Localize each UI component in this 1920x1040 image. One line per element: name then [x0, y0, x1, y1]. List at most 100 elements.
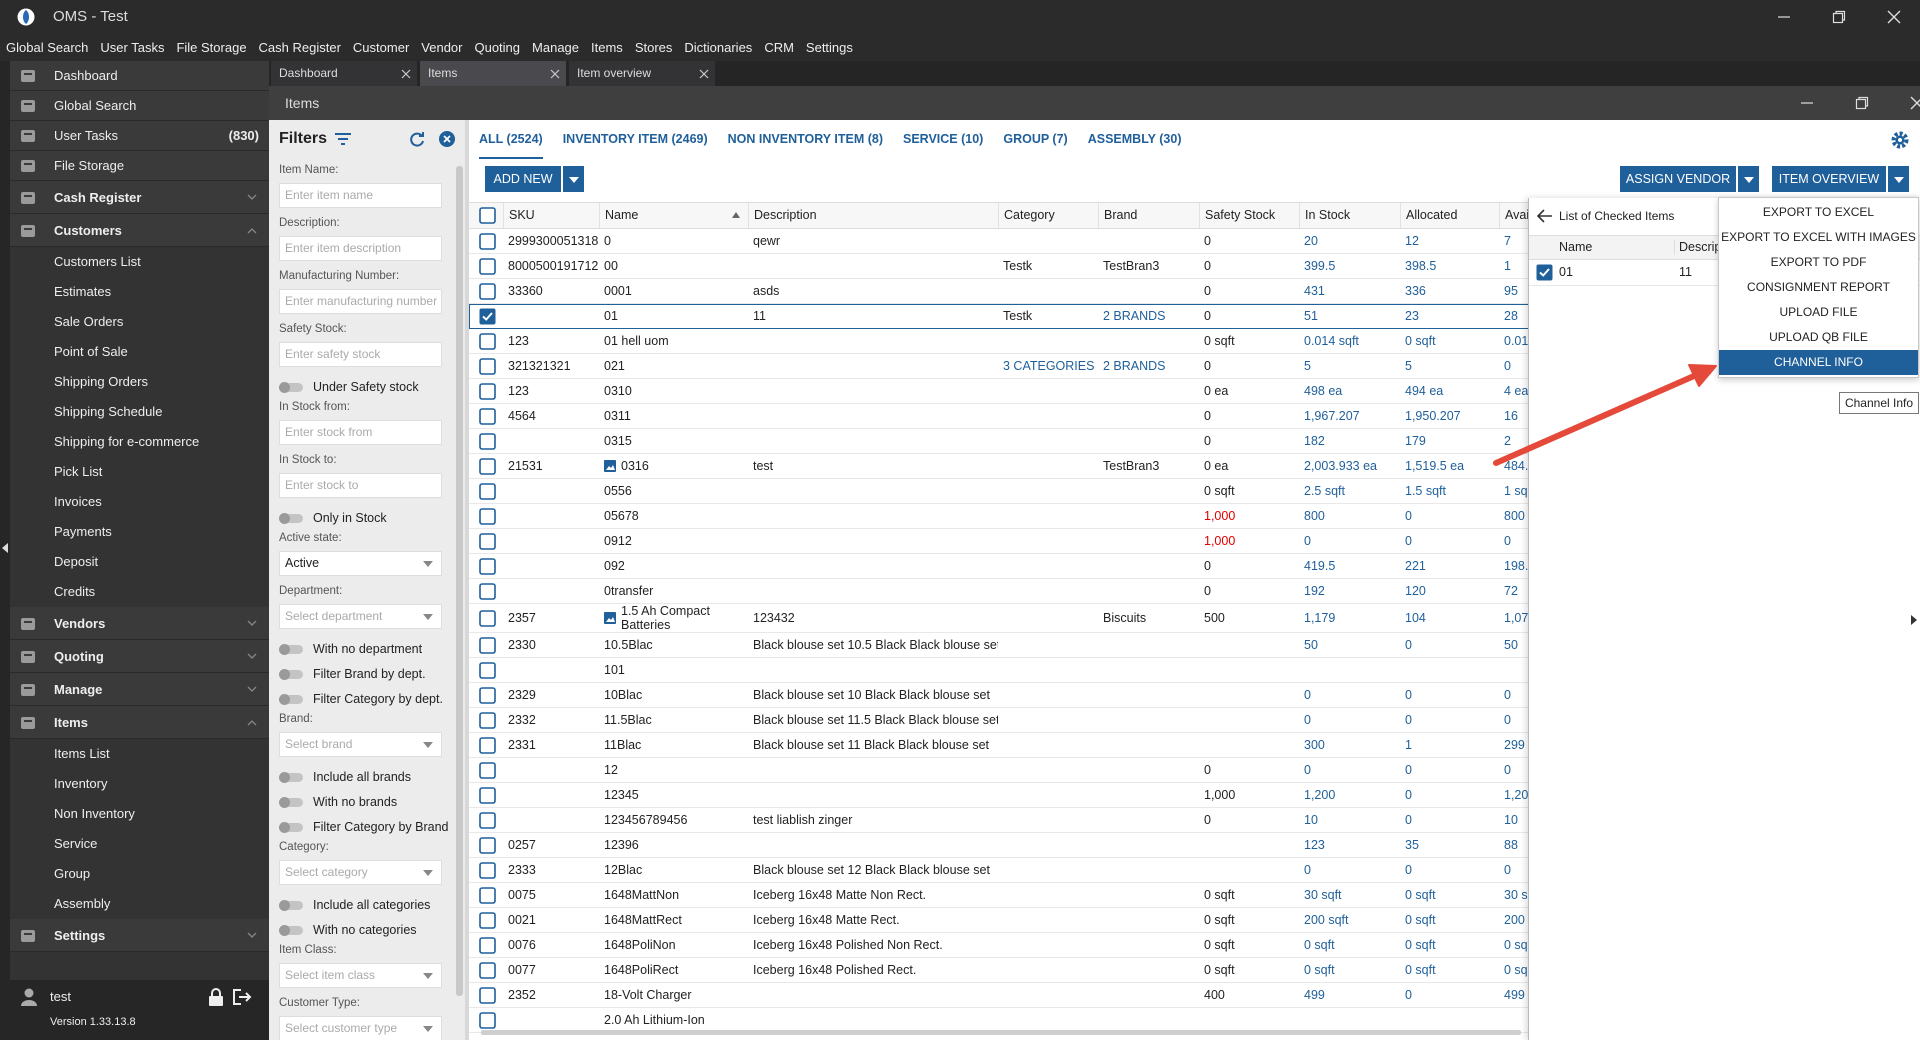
- category-tab[interactable]: GROUP (7): [1003, 132, 1068, 146]
- cell-text[interactable]: 1,950.207: [1405, 409, 1461, 423]
- sidebar-item[interactable]: Vendors: [10, 607, 269, 640]
- cell-text[interactable]: 0 sqft: [1405, 888, 1436, 902]
- cell-text[interactable]: 120: [1405, 584, 1426, 598]
- header-cell[interactable]: In Stock: [1299, 203, 1400, 228]
- sidebar-item[interactable]: Sale Orders: [10, 307, 269, 337]
- cell-text[interactable]: 0: [1405, 713, 1412, 727]
- cell-text[interactable]: 1,200: [1504, 788, 1536, 802]
- table-row[interactable]: 2999300051318 0 qewr 0 20 12 7: [469, 229, 1579, 254]
- menu-item[interactable]: Cash Register: [258, 40, 341, 55]
- menu-item[interactable]: Stores: [634, 40, 673, 55]
- cell-text[interactable]: 0 sq: [1504, 938, 1528, 952]
- sidebar-item[interactable]: Estimates: [10, 277, 269, 307]
- table-row[interactable]: 8000500191712 00 Testk TestBran3 0 399.5 398.5…: [469, 254, 1579, 279]
- table-row[interactable]: 33360 0001 asds 0 431 336 95: [469, 279, 1579, 304]
- cell-text[interactable]: 0: [1304, 534, 1311, 548]
- toggle-label[interactable]: Filter Category by Brand: [313, 820, 449, 834]
- cell-text[interactable]: 494 ea: [1405, 384, 1444, 398]
- button-dropdown[interactable]: [1888, 166, 1909, 192]
- table-row[interactable]: 2357 1.5 Ah Compact Batteries 123432 Biscui…: [469, 604, 1579, 633]
- table-row[interactable]: 123456789456 test liablish zinger 0 10 0 10: [469, 808, 1579, 833]
- cell-text[interactable]: 0: [1504, 534, 1511, 548]
- menu-option[interactable]: UPLOAD FILE: [1779, 305, 1858, 319]
- menu-item[interactable]: Global Search: [6, 40, 89, 55]
- cell-text[interactable]: 182: [1304, 434, 1325, 448]
- cell-text[interactable]: 192: [1304, 584, 1325, 598]
- menu-option[interactable]: UPLOAD QB FILE: [1769, 330, 1868, 344]
- table-row[interactable]: 12 0 0 0 0: [469, 758, 1579, 783]
- sidebar-item[interactable]: Inventory: [10, 769, 269, 799]
- cell-text[interactable]: 0: [1405, 988, 1412, 1002]
- table-row[interactable]: 321321321 021 3 CATEGORIES 2 BRANDS 0 5 5 0: [469, 354, 1579, 379]
- header-cell[interactable]: Allocated: [1400, 203, 1499, 228]
- cell-text[interactable]: 198.: [1504, 559, 1529, 573]
- cell-text[interactable]: 2 BRANDS: [1103, 359, 1166, 373]
- header-cell[interactable]: SKU: [503, 203, 599, 228]
- sidebar-item[interactable]: Quoting: [10, 640, 269, 673]
- table-row[interactable]: 21531 0316 test TestBran3 0 ea 2,003.933 ea 1,…: [469, 454, 1579, 479]
- cell-text[interactable]: 0: [1504, 863, 1511, 877]
- cell-text[interactable]: 0 sqft: [1405, 938, 1436, 952]
- cell-text[interactable]: 10: [1504, 813, 1518, 827]
- menu-item[interactable]: Quoting: [474, 40, 521, 55]
- cell-text[interactable]: 30 s: [1504, 888, 1528, 902]
- button[interactable]: ASSIGN VENDOR: [1620, 166, 1736, 192]
- toggle-label[interactable]: With no brands: [313, 795, 398, 809]
- cell-text[interactable]: 0.014 sqft: [1304, 334, 1359, 348]
- header-cell[interactable]: Description: [748, 203, 998, 228]
- tab[interactable]: Item overview: [569, 61, 715, 86]
- select-box[interactable]: Select item class: [279, 963, 442, 988]
- sidebar-item[interactable]: Cash Register: [10, 181, 269, 214]
- input-box[interactable]: Enter item name: [279, 183, 442, 208]
- select-box[interactable]: Select department: [279, 604, 442, 629]
- cell-text[interactable]: 20: [1304, 234, 1318, 248]
- cell-text[interactable]: 0: [1405, 788, 1412, 802]
- cell-text[interactable]: 0 sqft: [1304, 963, 1335, 977]
- cell-text[interactable]: 4 ea: [1504, 384, 1529, 398]
- cell-text[interactable]: 2: [1504, 434, 1511, 448]
- table-row[interactable]: 0556 0 sqft 2.5 sqft 1.5 sqft 1 sq: [469, 479, 1579, 504]
- cell-text[interactable]: 1.5 sqft: [1405, 484, 1446, 498]
- tab[interactable]: Items: [420, 61, 566, 86]
- table-row[interactable]: 0021 1648MattRect Iceberg 16x48 Matte Rect…: [469, 908, 1579, 933]
- sidebar-item[interactable]: Customers: [10, 214, 269, 247]
- table-row[interactable]: 123 0310 0 ea 498 ea 494 ea 4 ea: [469, 379, 1579, 404]
- cell-text[interactable]: 0: [1304, 763, 1311, 777]
- button[interactable]: ADD NEW: [485, 166, 561, 192]
- cell-text[interactable]: 5: [1405, 359, 1412, 373]
- table-row[interactable]: 0077 1648PoliRect Iceberg 16x48 Polished R…: [469, 958, 1579, 983]
- table-row[interactable]: 2332 11.5Blac Black blouse set 11.5 Black …: [469, 708, 1579, 733]
- table-row[interactable]: 0075 1648MattNon Iceberg 16x48 Matte Non R…: [469, 883, 1579, 908]
- cell-text[interactable]: 0: [1304, 863, 1311, 877]
- category-tab[interactable]: ASSEMBLY (30): [1087, 132, 1182, 146]
- cell-text[interactable]: 1: [1504, 259, 1511, 273]
- cell-text[interactable]: 0 sq: [1504, 963, 1528, 977]
- sidebar-item[interactable]: User Tasks (830): [10, 121, 269, 151]
- input-box[interactable]: Enter stock to: [279, 473, 442, 498]
- table-row[interactable]: 101: [469, 658, 1579, 683]
- cell-text[interactable]: 5: [1304, 359, 1311, 373]
- cell-text[interactable]: 499: [1304, 988, 1325, 1002]
- cell-text[interactable]: 2 BRANDS: [1103, 309, 1166, 323]
- cell-text[interactable]: 1: [1405, 738, 1412, 752]
- toggle-label[interactable]: With no department: [313, 642, 423, 656]
- toggle-label[interactable]: With no categories: [313, 923, 417, 937]
- cell-text[interactable]: 50: [1504, 638, 1518, 652]
- cell-text[interactable]: 123: [1304, 838, 1325, 852]
- table-row[interactable]: 2352 18-Volt Charger 400 499 0 499: [469, 983, 1579, 1008]
- menu-item[interactable]: User Tasks: [100, 40, 165, 55]
- cell-text[interactable]: 1,967.207: [1304, 409, 1360, 423]
- menu-item[interactable]: CRM: [764, 40, 794, 55]
- header-cell[interactable]: Avai: [1499, 203, 1579, 228]
- cell-text[interactable]: 23: [1405, 309, 1419, 323]
- cell-text[interactable]: 0: [1405, 509, 1412, 523]
- menu-item[interactable]: Settings: [805, 40, 853, 55]
- cell-text[interactable]: 0: [1405, 813, 1412, 827]
- menu-item[interactable]: Dictionaries: [684, 40, 753, 55]
- category-tab[interactable]: NON INVENTORY ITEM (8): [727, 132, 883, 146]
- toggle-label[interactable]: Include all brands: [313, 770, 411, 784]
- sidebar-item[interactable]: Invoices: [10, 487, 269, 517]
- sidebar-item[interactable]: Service: [10, 829, 269, 859]
- sidebar-item[interactable]: Items List: [10, 739, 269, 769]
- table-row[interactable]: 01 11 Testk 2 BRANDS 0 51 23 28: [469, 304, 1579, 329]
